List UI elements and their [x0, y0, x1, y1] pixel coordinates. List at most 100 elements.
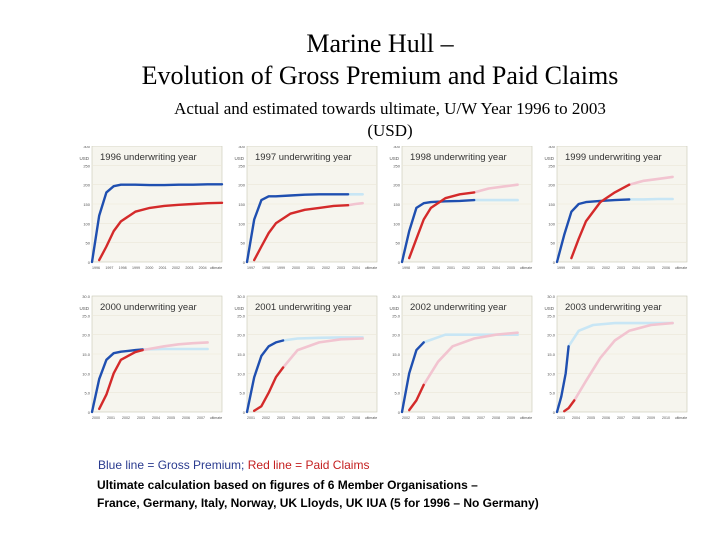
x-tick-label: 2006 [662, 266, 670, 270]
x-tick-label: 2005 [447, 416, 455, 420]
y-tick-label: 0 [398, 260, 401, 265]
y-tick-label: 150 [393, 202, 400, 207]
y-tick-label: 25.0 [547, 313, 556, 318]
x-tick-label: 2005 [507, 266, 515, 270]
x-tick-label: 1998 [402, 266, 410, 270]
x-tick-label: 2004 [352, 266, 360, 270]
chart-panel-1: 300 250 200 150 100 50 0 USD 1996 1997 1998 1999 200… [79, 146, 224, 270]
series-line-gross-premium [400, 341, 425, 414]
x-tick-label: 2008 [352, 416, 360, 420]
y-tick-label: 250 [83, 163, 90, 168]
series-line-paid-claims [408, 191, 476, 260]
legend: Blue line = Gross Premium; Red line = Pa… [98, 458, 369, 472]
series-line-paid-claims-estimate [472, 183, 519, 194]
x-tick-label: 2002 [602, 266, 610, 270]
unit-label: USD [79, 306, 89, 311]
series-line-paid-claims-estimate [422, 331, 519, 387]
x-tick-label: ultimate [365, 416, 378, 420]
chart-panel-7: 30.0 25.0 20.0 15.0 10.0 5.0 0 USD 2002 2003 2004 2… [389, 294, 533, 420]
y-tick-label: 10.0 [547, 371, 556, 376]
chart-title: 1997 underwriting year [255, 152, 352, 163]
series-line-gross-premium-estimate [281, 336, 364, 342]
x-tick-label: 2000 [572, 266, 580, 270]
x-tick-label: 2004 [292, 416, 300, 420]
y-tick-label: 300 [393, 146, 400, 149]
unit-label: USD [79, 156, 89, 161]
y-tick-label: 20.0 [547, 333, 556, 338]
x-tick-label: 2004 [632, 266, 640, 270]
x-tick-label: 2003 [417, 416, 425, 420]
x-tick-label: 2004 [492, 266, 500, 270]
chart-title: 2000 underwriting year [100, 302, 197, 313]
x-tick-label: 1997 [247, 266, 255, 270]
unit-label: USD [389, 156, 399, 161]
x-tick-label: 2003 [137, 416, 145, 420]
series-line-gross-premium [555, 345, 570, 414]
y-tick-label: 15.0 [547, 352, 556, 357]
y-tick-label: 300 [238, 146, 245, 149]
y-tick-label: 300 [548, 146, 555, 149]
chart-panel-8: 30.0 25.0 20.0 15.0 10.0 5.0 0 USD 2003 2004 2005 2… [544, 294, 688, 420]
series-line-gross-premium [90, 348, 144, 414]
x-tick-label: 2003 [185, 266, 193, 270]
x-tick-label: 2001 [447, 266, 455, 270]
x-tick-label: ultimate [210, 416, 223, 420]
y-tick-label: 100 [548, 221, 555, 226]
y-tick-label: 50 [86, 241, 91, 246]
x-tick-label: 1999 [557, 266, 565, 270]
subtitle-line-1: Actual and estimated towards ultimate, U… [174, 99, 606, 118]
y-tick-label: 200 [393, 183, 400, 188]
x-tick-label: 2001 [107, 416, 115, 420]
x-tick-label: 1998 [119, 266, 127, 270]
y-tick-label: 30.0 [547, 294, 556, 299]
title-line-2: Evolution of Gross Premium and Paid Clai… [141, 61, 619, 90]
chart-title: 2003 underwriting year [565, 302, 662, 313]
unit-label: USD [389, 306, 399, 311]
series-line-paid-claims [563, 399, 576, 413]
x-tick-label: 2001 [247, 416, 255, 420]
x-tick-label: 2009 [507, 416, 515, 420]
y-tick-label: 0 [553, 260, 556, 265]
series-line-paid-claims-estimate [141, 341, 209, 352]
y-tick-label: 30.0 [82, 294, 91, 299]
series-line-gross-premium [555, 198, 631, 264]
series-line-paid-claims [570, 183, 631, 260]
chart-title: 1996 underwriting year [100, 152, 197, 163]
series-line-gross-premium-estimate [567, 321, 674, 348]
x-tick-label: 2005 [587, 416, 595, 420]
series-line-paid-claims [253, 204, 350, 262]
series-line-paid-claims [98, 201, 224, 262]
y-tick-label: 50 [551, 241, 556, 246]
chart-title: 2001 underwriting year [255, 302, 352, 313]
series-line-paid-claims-estimate [572, 321, 674, 402]
x-tick-label: 2004 [152, 416, 160, 420]
series-line-paid-claims-estimate [627, 175, 674, 187]
chart-panel-2: 300 250 200 150 100 50 0 USD 1997 1998 1999 2000 200… [234, 146, 378, 270]
x-tick-label: 2007 [197, 416, 205, 420]
x-tick-label: 1999 [277, 266, 285, 270]
y-tick-label: 50 [396, 241, 401, 246]
unit-label: USD [234, 306, 244, 311]
x-tick-label: 1997 [105, 266, 113, 270]
y-tick-label: 5.0 [84, 391, 90, 396]
y-tick-label: 10.0 [82, 371, 91, 376]
y-tick-label: 250 [548, 163, 555, 168]
x-tick-label: 2006 [602, 416, 610, 420]
y-tick-label: 100 [238, 221, 245, 226]
x-tick-label: 2007 [617, 416, 625, 420]
x-tick-label: 2004 [199, 266, 207, 270]
y-tick-label: 200 [548, 183, 555, 188]
x-tick-label: 2003 [477, 266, 485, 270]
y-tick-label: 0 [553, 410, 556, 415]
series-line-paid-claims [408, 383, 425, 412]
y-tick-label: 200 [83, 183, 90, 188]
x-tick-label: 2004 [572, 416, 580, 420]
x-tick-label: 2005 [307, 416, 315, 420]
x-tick-label: 2006 [182, 416, 190, 420]
y-tick-label: 200 [238, 183, 245, 188]
x-tick-label: 2003 [557, 416, 565, 420]
y-tick-label: 10.0 [237, 371, 246, 376]
y-tick-label: 0 [88, 410, 91, 415]
footnote-line-2: France, Germany, Italy, Norway, UK Lloyd… [97, 496, 539, 510]
y-tick-label: 250 [393, 163, 400, 168]
